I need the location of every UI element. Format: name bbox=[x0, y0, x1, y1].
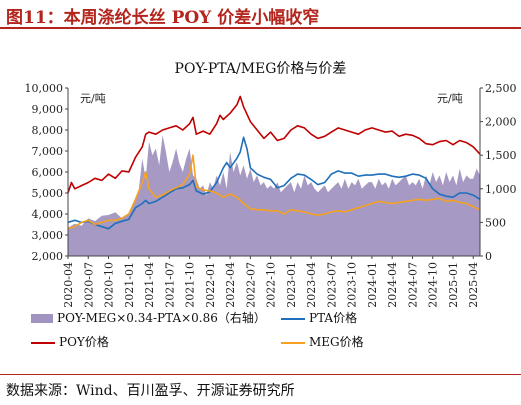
x-tick-label: 2023-07 bbox=[325, 262, 338, 308]
series-line-meg bbox=[67, 154, 481, 230]
title-rule bbox=[0, 27, 521, 29]
legend-poy-swatch bbox=[31, 341, 55, 344]
series-line-pta bbox=[67, 136, 481, 230]
right-tick-label: 1,000 bbox=[485, 183, 517, 196]
left-tick-label: 5,000 bbox=[32, 187, 64, 200]
right-tick-label: 2,500 bbox=[485, 82, 517, 95]
source-note: 数据来源：Wind、百川盈孚、开源证券研究所 bbox=[6, 383, 295, 399]
x-tick-label: 2022-10 bbox=[265, 262, 278, 308]
x-tick-label: 2021-07 bbox=[163, 262, 176, 308]
left-tick-label: 6,000 bbox=[32, 166, 64, 179]
legend-meg: MEG价格 bbox=[281, 333, 364, 350]
x-tick-label: 2024-04 bbox=[386, 262, 399, 308]
right-tick-label: 1,500 bbox=[485, 149, 517, 162]
left-axis-unit: 元/吨 bbox=[80, 92, 106, 105]
legend-pta: PTA价格 bbox=[281, 309, 357, 326]
x-tick-label: 2021-10 bbox=[184, 262, 197, 308]
legend-poy: POY价格 bbox=[31, 333, 109, 350]
series-line-poy bbox=[67, 95, 481, 194]
x-tick-label: 2024-10 bbox=[427, 262, 440, 308]
left-tick-label: 2,000 bbox=[32, 250, 64, 263]
plot-axes bbox=[65, 87, 483, 259]
x-tick-label: 2022-04 bbox=[224, 262, 237, 308]
x-tick-label: 2020-07 bbox=[82, 262, 95, 308]
legend-spread-swatch bbox=[31, 314, 53, 323]
x-tick-label: 2023-10 bbox=[346, 262, 359, 308]
right-tick-label: 0 bbox=[485, 250, 492, 263]
x-tick-label: 2022-01 bbox=[204, 262, 217, 308]
x-tick-label: 2023-04 bbox=[305, 262, 318, 308]
x-tick-label: 2020-10 bbox=[103, 262, 116, 308]
left-tick-label: 7,000 bbox=[32, 145, 64, 158]
figure-label: 图11：本周涤纶长丝 POY 价差小幅收窄 bbox=[6, 8, 320, 28]
legend-pta-label: PTA价格 bbox=[309, 311, 358, 325]
legend-poy-label: POY价格 bbox=[59, 335, 109, 349]
legend-pta-swatch bbox=[281, 317, 305, 320]
series-area-spread bbox=[68, 135, 480, 256]
left-tick-label: 9,000 bbox=[32, 103, 64, 116]
chart-title: POY-PTA/MEG价格与价差 bbox=[174, 61, 347, 77]
legend-spread: POY-MEG×0.34-PTA×0.86（右轴） bbox=[31, 309, 266, 326]
x-tick-label: 2021-01 bbox=[123, 262, 136, 308]
plot-series bbox=[67, 95, 481, 256]
legend-meg-swatch bbox=[281, 341, 305, 344]
x-tick-label: 2020-04 bbox=[62, 262, 75, 308]
x-tick-label: 2024-01 bbox=[366, 262, 379, 308]
plot-ticks: 2,000 3,000 4,000 5,000 6,000 7,000 8,000 9,000… bbox=[25, 82, 517, 308]
x-tick-label: 2025-01 bbox=[447, 262, 460, 308]
left-tick-label: 10,000 bbox=[25, 82, 64, 95]
left-tick-label: 8,000 bbox=[32, 124, 64, 137]
x-tick-label: 2025-04 bbox=[467, 262, 480, 308]
right-tick-label: 500 bbox=[485, 216, 506, 229]
legend-meg-label: MEG价格 bbox=[309, 335, 364, 349]
left-tick-label: 3,000 bbox=[32, 229, 64, 242]
source-rule bbox=[0, 374, 521, 375]
legend-spread-label: POY-MEG×0.34-PTA×0.86（右轴） bbox=[57, 311, 266, 325]
x-tick-label: 2023-01 bbox=[285, 262, 298, 308]
x-tick-label: 2021-04 bbox=[143, 262, 156, 308]
left-tick-label: 4,000 bbox=[32, 208, 64, 221]
right-tick-label: 2,000 bbox=[485, 116, 517, 129]
right-axis-unit: 元/吨 bbox=[437, 92, 463, 105]
x-tick-label: 2024-07 bbox=[406, 262, 419, 308]
x-tick-label: 2022-07 bbox=[244, 262, 257, 308]
